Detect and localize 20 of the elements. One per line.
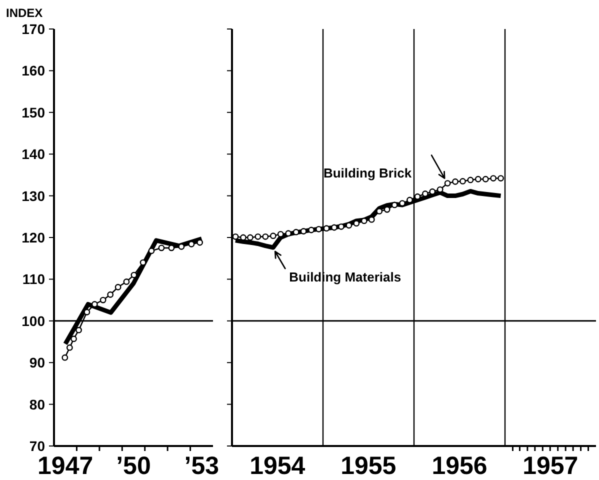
x-tick-label: ’53 (184, 452, 220, 480)
x-tick-label: 1947 (38, 452, 94, 480)
y-tick-label: 100 (22, 312, 46, 329)
x-tick-label: ’50 (116, 452, 151, 480)
y-tick-label: 130 (22, 188, 46, 204)
y-tick-label: 90 (29, 354, 46, 371)
x-tick-label: 1955 (340, 452, 396, 480)
y-tick-label: 120 (22, 230, 46, 246)
y-tick-label: 140 (22, 146, 46, 162)
x-tick-label: 1957 (522, 452, 578, 480)
legend-label: Building Brick (323, 165, 412, 180)
y-axis-title: INDEX (6, 6, 43, 20)
x-tick-label: 1954 (250, 452, 306, 480)
y-tick-label: 170 (22, 21, 46, 37)
y-tick-label: 150 (22, 104, 46, 120)
y-tick-label: 80 (29, 396, 46, 412)
y-tick-label: 160 (22, 62, 46, 79)
y-tick-label: 70 (29, 438, 46, 454)
y-tick-label: 110 (22, 271, 46, 288)
x-tick-label: 1956 (432, 452, 488, 480)
